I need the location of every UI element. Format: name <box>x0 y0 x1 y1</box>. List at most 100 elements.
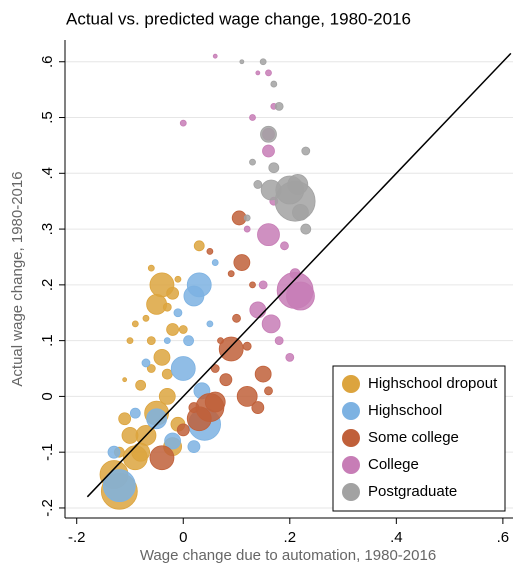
x-tick-label: .6 <box>497 529 510 546</box>
x-tick-label: 0 <box>179 529 187 546</box>
bubble <box>251 401 265 414</box>
bubble <box>187 440 201 454</box>
bubble <box>131 442 151 462</box>
bubble <box>126 337 134 345</box>
bubble <box>212 53 218 59</box>
legend-label: Some college <box>368 429 459 446</box>
bubble <box>233 254 251 271</box>
bubble <box>287 174 309 195</box>
bubble <box>183 285 205 307</box>
bubble <box>249 301 267 319</box>
bubble <box>243 225 251 233</box>
bubble <box>300 223 312 235</box>
bubble <box>176 423 190 437</box>
bubble <box>239 59 245 65</box>
fit-line <box>86 52 512 498</box>
legend-label: Highschool dropout <box>368 375 498 392</box>
bubble <box>219 373 233 387</box>
bubble <box>173 308 183 318</box>
bubble <box>243 214 251 222</box>
bubble <box>183 335 194 347</box>
legend-label: Postgraduate <box>368 483 457 500</box>
legend-swatch <box>342 375 360 393</box>
bubble <box>255 70 261 76</box>
bubble <box>188 402 200 413</box>
bubble <box>166 323 180 336</box>
bubble <box>161 368 173 380</box>
bubble <box>270 80 278 88</box>
bubble <box>107 445 121 459</box>
bubble <box>146 293 168 315</box>
y-tick-label: -.2 <box>39 499 56 517</box>
bubble <box>170 356 196 381</box>
legend-label: College <box>368 456 419 473</box>
bubble <box>131 320 139 328</box>
bubble <box>242 341 252 351</box>
bubble <box>217 337 224 345</box>
x-axis-title: Wage change due to automation, 1980-2016 <box>140 547 436 564</box>
bubble <box>179 119 187 127</box>
bubble <box>149 445 175 471</box>
y-tick-label: .6 <box>39 55 56 68</box>
bubble <box>285 352 295 362</box>
y-tick-label: .3 <box>39 223 56 236</box>
bubble <box>129 407 141 419</box>
bubble <box>262 144 275 158</box>
bubble <box>178 325 188 334</box>
bubble <box>253 180 263 189</box>
bubble <box>286 281 315 311</box>
bubble <box>232 313 241 323</box>
bubble <box>260 125 277 143</box>
bubble <box>227 270 235 278</box>
bubble <box>264 386 273 396</box>
bubble <box>121 427 139 444</box>
y-tick-label: .5 <box>39 111 56 124</box>
bubble <box>193 240 205 252</box>
bubble <box>102 469 136 503</box>
bubble <box>218 336 244 362</box>
bubble <box>254 365 272 383</box>
bubble <box>265 69 272 77</box>
bubble <box>146 408 168 430</box>
x-tick-label: -.2 <box>68 529 86 546</box>
bubble <box>135 379 147 391</box>
bubble <box>206 320 214 328</box>
bubble <box>146 336 156 346</box>
bubble <box>249 158 256 166</box>
legend-label: Highschool <box>368 402 442 419</box>
y-tick-label: .4 <box>39 167 56 180</box>
legend: Highschool dropout Highschool Some college… <box>332 365 506 512</box>
bubble <box>164 432 182 450</box>
bubble <box>118 412 132 426</box>
legend-box <box>332 365 506 512</box>
bubble <box>249 281 256 289</box>
bubble <box>206 247 214 255</box>
bubble <box>210 364 220 373</box>
bubble <box>166 286 180 300</box>
bubble <box>274 336 284 346</box>
bubble <box>268 162 280 174</box>
bubble <box>142 314 150 322</box>
bubble <box>122 377 128 383</box>
bubble <box>236 386 258 407</box>
bubble <box>280 241 289 251</box>
legend-swatch <box>342 429 360 447</box>
y-tick-label: .1 <box>39 334 56 347</box>
legend-swatch <box>342 456 360 474</box>
bubble <box>261 314 281 334</box>
bubble <box>158 388 176 405</box>
bubble <box>274 101 284 111</box>
bubble <box>301 146 311 156</box>
x-tick-label: .2 <box>284 529 297 546</box>
bubble <box>141 358 151 368</box>
bubble <box>146 364 156 373</box>
bubble <box>292 203 309 221</box>
bubble <box>204 391 226 413</box>
legend-swatch <box>342 483 360 501</box>
bubble <box>147 264 155 272</box>
bubble <box>163 337 171 345</box>
bubble <box>162 302 172 312</box>
bubble <box>260 179 282 201</box>
y-tick-label: .2 <box>39 279 56 292</box>
